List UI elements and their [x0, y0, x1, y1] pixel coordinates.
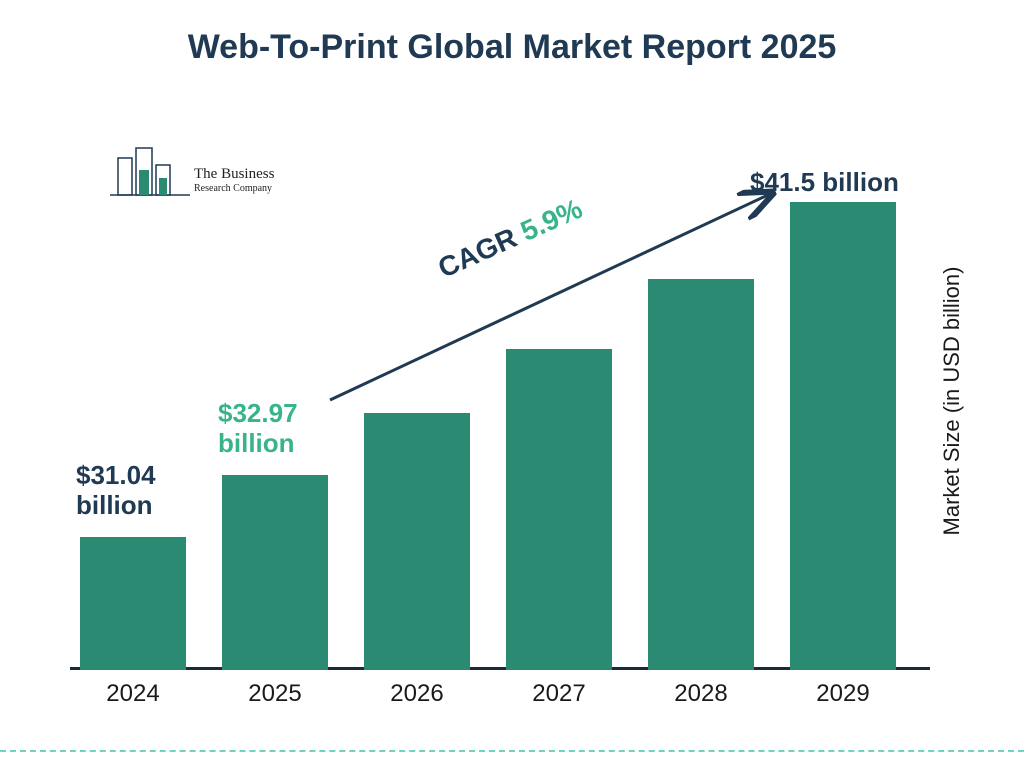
bottom-divider	[0, 750, 1024, 752]
trend-arrow	[0, 0, 1024, 768]
canvas: Web-To-Print Global Market Report 2025 T…	[0, 0, 1024, 768]
